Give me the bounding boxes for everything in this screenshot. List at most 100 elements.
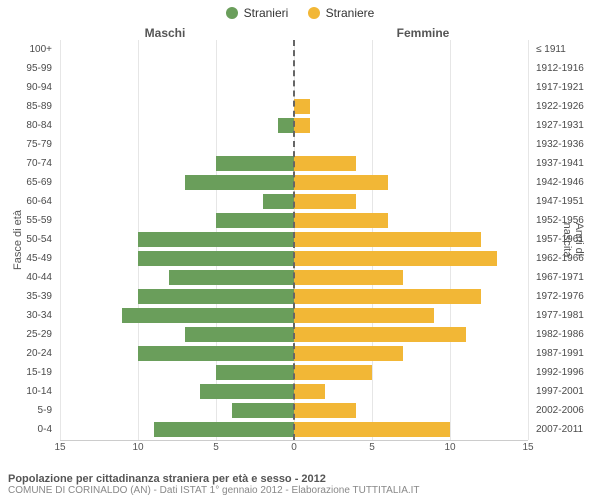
y-label-age: 35-39 — [0, 287, 56, 306]
y-label-birth: 1932-1936 — [532, 135, 600, 154]
y-label-birth: 1977-1981 — [532, 306, 600, 325]
x-tick-label: 5 — [369, 442, 375, 453]
y-label-birth: 1952-1956 — [532, 211, 600, 230]
legend-label-male: Stranieri — [244, 6, 289, 20]
bar-male — [278, 118, 294, 133]
y-label-birth: 1987-1991 — [532, 344, 600, 363]
y-label-birth: 1937-1941 — [532, 154, 600, 173]
bar-male — [185, 175, 294, 190]
bar-male — [263, 194, 294, 209]
column-title-male: Maschi — [60, 26, 270, 40]
y-label-age: 90-94 — [0, 78, 56, 97]
legend-label-female: Straniere — [326, 6, 375, 20]
caption-subtitle: COMUNE DI CORINALDO (AN) - Dati ISTAT 1°… — [8, 485, 592, 496]
y-label-birth: 2007-2011 — [532, 420, 600, 439]
x-tick-label: 0 — [291, 442, 297, 453]
y-label-age: 50-54 — [0, 230, 56, 249]
bar-female — [294, 308, 434, 323]
bar-female — [294, 175, 388, 190]
bar-male — [200, 384, 294, 399]
x-tick-label: 15 — [522, 442, 533, 453]
centerline — [293, 40, 295, 440]
y-label-birth: 1997-2001 — [532, 382, 600, 401]
bar-female — [294, 270, 403, 285]
bar-female — [294, 99, 310, 114]
caption-title: Popolazione per cittadinanza straniera p… — [8, 473, 592, 485]
bar-female — [294, 327, 466, 342]
bar-male — [154, 422, 294, 437]
y-label-age: 80-84 — [0, 116, 56, 135]
y-label-birth: 1957-1961 — [532, 230, 600, 249]
bar-male — [122, 308, 294, 323]
x-axis-ticks: 15105051015 — [60, 442, 528, 458]
legend-swatch-female — [308, 7, 320, 19]
y-label-birth: 1982-1986 — [532, 325, 600, 344]
column-title-female: Femmine — [318, 26, 528, 40]
y-label-birth: 1972-1976 — [532, 287, 600, 306]
y-label-birth: 1912-1916 — [532, 59, 600, 78]
y-label-birth: 1927-1931 — [532, 116, 600, 135]
gridline — [528, 40, 529, 440]
y-axis-left-labels: 100+95-9990-9485-8980-8475-7970-7465-696… — [0, 40, 56, 440]
x-tick-label: 15 — [54, 442, 65, 453]
bar-female — [294, 346, 403, 361]
bar-male — [138, 289, 294, 304]
legend-item-female: Straniere — [308, 6, 375, 20]
y-label-age: 75-79 — [0, 135, 56, 154]
legend: Stranieri Straniere — [0, 6, 600, 22]
y-label-age: 85-89 — [0, 97, 56, 116]
bar-male — [216, 365, 294, 380]
y-label-birth: 1967-1971 — [532, 268, 600, 287]
bar-female — [294, 251, 497, 266]
y-label-birth: ≤ 1911 — [532, 40, 600, 59]
y-label-birth: 2002-2006 — [532, 401, 600, 420]
bar-female — [294, 118, 310, 133]
bar-female — [294, 289, 481, 304]
bar-male — [185, 327, 294, 342]
bar-female — [294, 194, 356, 209]
bar-male — [169, 270, 294, 285]
bar-female — [294, 232, 481, 247]
bar-male — [216, 156, 294, 171]
y-label-age: 45-49 — [0, 249, 56, 268]
y-label-age: 5-9 — [0, 401, 56, 420]
y-label-birth: 1922-1926 — [532, 97, 600, 116]
y-label-birth: 1917-1921 — [532, 78, 600, 97]
y-label-age: 30-34 — [0, 306, 56, 325]
y-label-birth: 1992-1996 — [532, 363, 600, 382]
population-pyramid-chart: Stranieri Straniere Maschi Femmine Fasce… — [0, 0, 600, 500]
bar-female — [294, 403, 356, 418]
bar-male — [138, 232, 294, 247]
y-label-age: 25-29 — [0, 325, 56, 344]
bar-male — [138, 346, 294, 361]
y-label-age: 65-69 — [0, 173, 56, 192]
y-label-age: 20-24 — [0, 344, 56, 363]
bar-female — [294, 422, 450, 437]
plot-area — [60, 40, 528, 441]
chart-caption: Popolazione per cittadinanza straniera p… — [8, 473, 592, 496]
y-label-age: 70-74 — [0, 154, 56, 173]
x-tick-label: 10 — [444, 442, 455, 453]
x-tick-label: 10 — [132, 442, 143, 453]
bar-male — [216, 213, 294, 228]
y-label-birth: 1947-1951 — [532, 192, 600, 211]
y-label-age: 15-19 — [0, 363, 56, 382]
x-tick-label: 5 — [213, 442, 219, 453]
y-axis-right-labels: ≤ 19111912-19161917-19211922-19261927-19… — [532, 40, 600, 440]
y-label-age: 10-14 — [0, 382, 56, 401]
y-label-birth: 1962-1966 — [532, 249, 600, 268]
y-label-age: 60-64 — [0, 192, 56, 211]
bar-female — [294, 384, 325, 399]
y-label-birth: 1942-1946 — [532, 173, 600, 192]
bar-female — [294, 156, 356, 171]
bar-female — [294, 213, 388, 228]
y-label-age: 40-44 — [0, 268, 56, 287]
y-label-age: 100+ — [0, 40, 56, 59]
bar-male — [232, 403, 294, 418]
bar-male — [138, 251, 294, 266]
y-label-age: 0-4 — [0, 420, 56, 439]
y-label-age: 55-59 — [0, 211, 56, 230]
y-label-age: 95-99 — [0, 59, 56, 78]
bar-female — [294, 365, 372, 380]
legend-item-male: Stranieri — [226, 6, 289, 20]
